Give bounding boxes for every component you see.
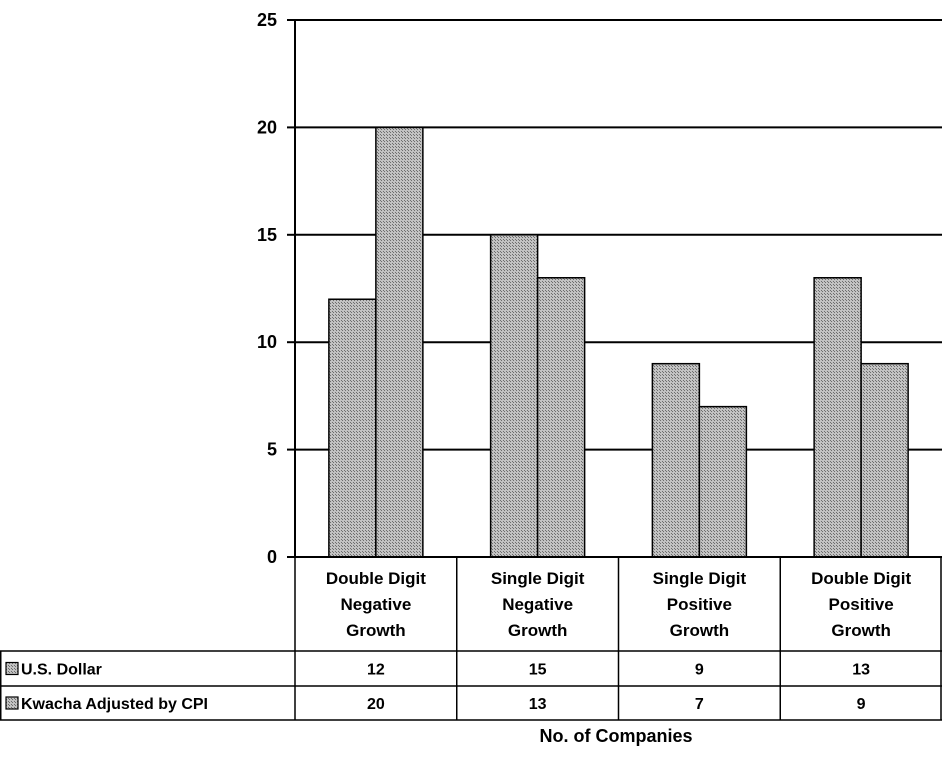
legend-label: U.S. Dollar	[21, 662, 102, 679]
bar-kwacha-0	[375, 126, 424, 558]
category-label: Growth	[831, 621, 891, 640]
x-axis-title: No. of Companies	[539, 726, 692, 746]
y-tick-label-0: 0	[267, 547, 277, 567]
data-table: Double Digit Negative Growth Single Digit Ne…	[0, 556, 942, 721]
data-label: 15	[529, 662, 547, 679]
category-label: Growth	[670, 621, 730, 640]
y-tick-label-5: 5	[267, 440, 277, 460]
bar-kwacha-1	[536, 277, 586, 558]
data-label: 7	[695, 696, 704, 713]
bar-usd-3	[813, 277, 862, 558]
bar-usd-0	[328, 298, 377, 558]
category-label: Double Digit	[326, 569, 426, 588]
category-label: Single Digit	[491, 569, 585, 588]
data-label: 13	[529, 696, 547, 713]
data-label: 13	[852, 662, 870, 679]
category-label: Positive	[829, 595, 894, 614]
data-label: 9	[857, 696, 866, 713]
legend-swatch-0	[5, 661, 19, 676]
y-tick-label-25: 25	[257, 10, 277, 30]
category-label: Growth	[346, 621, 406, 640]
bar-kwacha-3	[860, 362, 909, 558]
bar-usd-1	[489, 234, 539, 558]
y-tick-label-10: 10	[257, 332, 277, 352]
category-label: Positive	[667, 595, 732, 614]
category-label: Negative	[502, 595, 573, 614]
y-axis: 0 5 10 15 20 25	[257, 10, 296, 567]
data-label: 12	[367, 662, 385, 679]
category-label: Growth	[508, 621, 568, 640]
category-label: Double Digit	[811, 569, 911, 588]
data-label: 9	[695, 662, 704, 679]
y-tick-label-15: 15	[257, 225, 277, 245]
category-label: Single Digit	[653, 569, 747, 588]
data-label: 20	[367, 696, 385, 713]
bar-kwacha-2	[698, 405, 748, 558]
bars	[328, 126, 909, 558]
bar-usd-2	[651, 362, 701, 558]
legend-label: Kwacha Adjusted by CPI	[21, 696, 208, 713]
legend-swatch-1	[5, 696, 19, 710]
y-tick-label-20: 20	[257, 117, 277, 137]
category-label: Negative	[340, 595, 411, 614]
